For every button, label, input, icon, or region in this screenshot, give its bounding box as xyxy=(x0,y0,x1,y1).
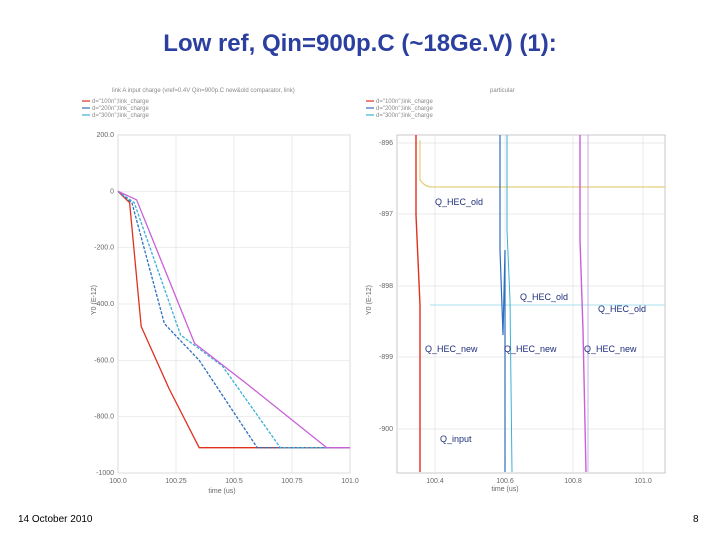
page-number: 8 xyxy=(693,514,699,525)
left-x-tick-label: 100.5 xyxy=(225,478,243,485)
right-legend-label: d="100n";link_charge xyxy=(376,99,433,105)
right-x-tick-label: 100.6 xyxy=(496,478,514,485)
left-x-tick-label: 101.0 xyxy=(341,478,359,485)
left-x-tick-label: 100.75 xyxy=(281,478,303,485)
right-legend-label: d="300n";link_charge xyxy=(376,113,433,119)
left-x-tick-label: 100.25 xyxy=(165,478,187,485)
left-x-ticks: 100.0 100.25 100.5 100.75 101.0 xyxy=(109,478,359,485)
right-y-tick-label: -898 xyxy=(379,283,393,290)
left-legend-label: d="200n";link_charge xyxy=(92,106,149,112)
left-legend: d="100n";link_charged="200n";link_charge… xyxy=(82,99,149,119)
annotation-q-hec-new-3: Q_HEC_new xyxy=(584,344,637,354)
right-trace-cyan xyxy=(506,135,513,473)
annotation-q-hec-new-2: Q_HEC_new xyxy=(504,344,557,354)
left-x-tick-label: 100.0 xyxy=(109,478,127,485)
annotation-q-hec-old-3: Q_HEC_old xyxy=(598,304,646,314)
right-plot-area xyxy=(396,134,666,474)
left-y-tick-label: 200.0 xyxy=(96,132,114,139)
right-y-tick-label: -899 xyxy=(379,354,393,361)
right-trace-blue xyxy=(499,135,506,472)
right-x-tick-label: 101.0 xyxy=(634,478,652,485)
right-legend: d="100n";link_charged="200n";link_charge… xyxy=(366,99,433,119)
slide-title: Low ref, Qin=900p.C (~18Ge.V) (1): xyxy=(163,30,557,57)
left-legend-label: d="300n";link_charge xyxy=(92,113,149,119)
left-x-axis-label: time (us) xyxy=(208,488,235,495)
right-y-tick-label: -900 xyxy=(379,426,393,433)
left-y-tick-label: -200.0 xyxy=(94,245,114,252)
right-x-tick-label: 100.4 xyxy=(426,478,444,485)
right-trace-gold xyxy=(419,140,665,188)
left-y-ticks: 200.0 0 -200.0 -400.0 -600.0 -800.0 -1000 xyxy=(94,132,114,477)
left-y-axis-label: Y0 (E-12) xyxy=(91,285,98,315)
annotation-q-hec-new-1: Q_HEC_new xyxy=(425,344,478,354)
left-y-tick-label: -600.0 xyxy=(94,357,114,364)
annotation-q-hec-old-2: Q_HEC_old xyxy=(520,292,568,302)
right-series xyxy=(415,135,665,473)
left-y-tick-label: -800.0 xyxy=(94,414,114,421)
left-series-line-1 xyxy=(117,190,350,449)
left-series-line-0 xyxy=(117,190,350,449)
left-series-line-2 xyxy=(117,190,350,449)
right-chart: particular d="100n";link_charged="200n";… xyxy=(366,88,666,493)
right-x-ticks: 100.4 100.6 100.8 101.0 xyxy=(426,478,652,485)
right-trace-red xyxy=(415,135,421,472)
left-y-tick-label: -1000 xyxy=(96,470,114,477)
right-legend-label: d="200n";link_charge xyxy=(376,106,433,112)
left-series-line-3 xyxy=(117,190,350,449)
right-trace-magenta xyxy=(579,135,587,473)
left-y-tick-label: -400.0 xyxy=(94,301,114,308)
right-y-tick-label: -897 xyxy=(379,211,393,218)
right-y-ticks: -896 -897 -898 -899 -900 xyxy=(379,140,393,433)
left-chart: link A input charge (vref=0.4V Qin=900p.… xyxy=(82,88,359,495)
left-series xyxy=(117,190,350,449)
footer-date: 14 October 2010 xyxy=(18,514,93,525)
right-x-axis-label: time (us) xyxy=(491,486,518,493)
annotation-q-input: Q_input xyxy=(440,434,472,444)
right-chart-title: particular xyxy=(490,88,515,94)
right-x-tick-label: 100.8 xyxy=(564,478,582,485)
annotation-q-hec-old-1: Q_HEC_old xyxy=(435,197,483,207)
right-y-tick-label: -896 xyxy=(379,140,393,147)
right-y-axis-label: Y0 (E-12) xyxy=(366,285,373,315)
left-chart-title: link A input charge (vref=0.4V Qin=900p.… xyxy=(112,88,295,94)
left-y-tick-label: 0 xyxy=(110,188,114,195)
left-legend-label: d="100n";link_charge xyxy=(92,99,149,105)
